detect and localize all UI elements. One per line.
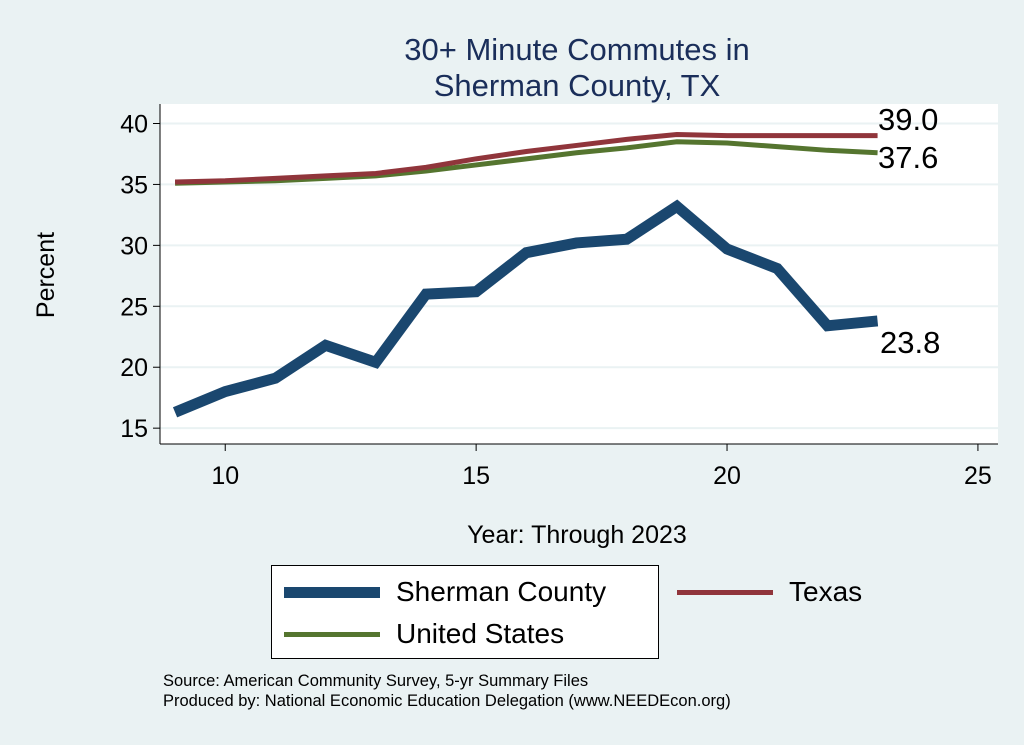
legend: Sherman County Texas United States: [271, 565, 862, 659]
y-tick-label: 35: [120, 171, 148, 199]
y-tick-label: 15: [120, 415, 148, 443]
producer-note: Produced by: National Economic Education…: [163, 692, 731, 710]
plot-area: [160, 104, 998, 444]
legend-item-sherman: Sherman County: [284, 576, 606, 608]
end-label-sherman-county: 23.8: [880, 325, 940, 360]
legend-swatch-sherman: [284, 586, 380, 598]
y-tick-label: 25: [120, 293, 148, 321]
x-tick-label: 10: [211, 462, 239, 490]
x-tick-label: 25: [964, 462, 992, 490]
end-label-united-states: 37.6: [878, 140, 938, 175]
y-axis-label: Percent: [32, 232, 60, 318]
legend-label-sherman: Sherman County: [396, 576, 607, 607]
legend-swatch-united-states: [284, 631, 380, 637]
y-tick-label: 20: [120, 354, 148, 382]
x-tick-label: 15: [462, 462, 490, 490]
legend-label-united-states: United States: [396, 618, 565, 649]
source-note: Source: American Community Survey, 5-yr …: [163, 672, 589, 690]
chart-title-line-2: Sherman County, TX: [434, 68, 721, 103]
legend-item-texas: Texas: [677, 576, 862, 608]
y-tick-label: 30: [120, 232, 148, 260]
chart-title-line-1: 30+ Minute Commutes in: [404, 32, 749, 67]
end-label-texas: 39.0: [878, 102, 938, 137]
legend-item-united-states: United States: [284, 618, 564, 650]
y-tick-label: 40: [120, 110, 148, 138]
legend-label-texas: Texas: [789, 576, 863, 607]
legend-swatch-texas: [677, 589, 773, 595]
x-axis-label: Year: Through 2023: [467, 521, 687, 549]
x-tick-label: 20: [713, 462, 741, 490]
